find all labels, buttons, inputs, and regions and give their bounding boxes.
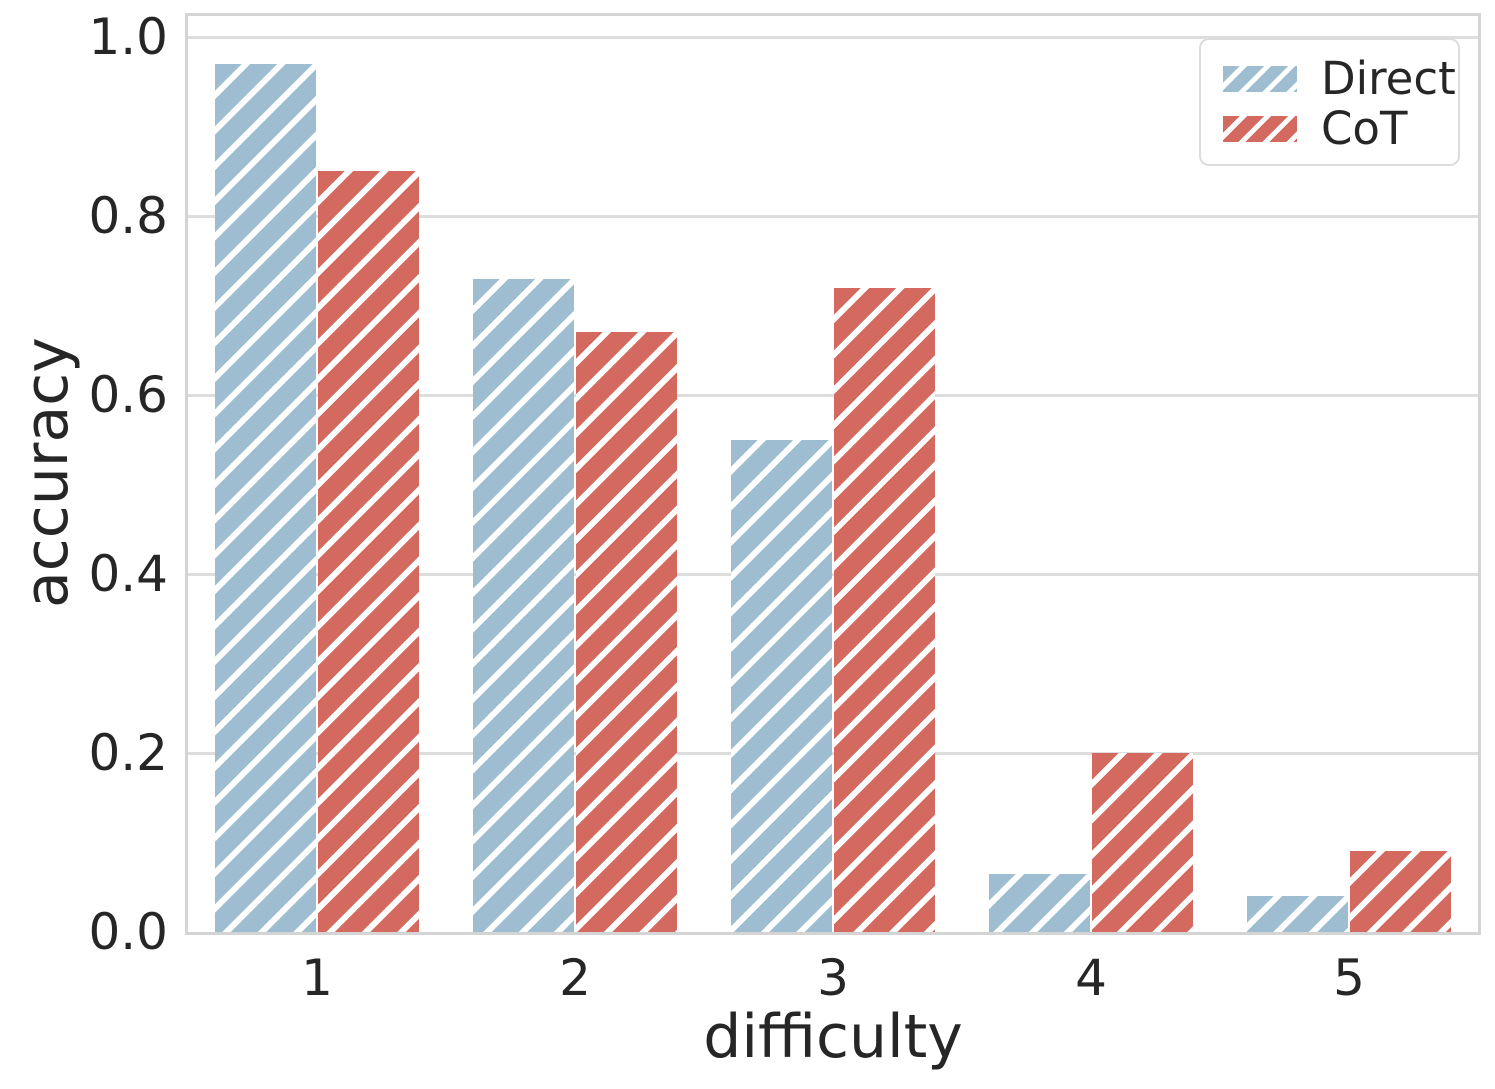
bar-cot-4 (1092, 753, 1193, 932)
bar-direct-2 (473, 279, 574, 932)
plot-area: Direct CoT (185, 13, 1481, 935)
y-tick-label: 0.8 (88, 187, 168, 245)
legend: Direct CoT (1199, 38, 1460, 166)
y-tick-label: 0.4 (88, 545, 168, 603)
bar-direct-5 (1247, 896, 1348, 932)
x-axis-label: difficulty (703, 1002, 963, 1072)
legend-label-cot: CoT (1321, 102, 1408, 155)
gridline (188, 35, 1478, 39)
x-tick-label: 2 (559, 949, 591, 1007)
y-tick-label: 0.0 (88, 903, 168, 961)
x-tick-label: 3 (817, 949, 849, 1007)
gridline (188, 393, 1478, 397)
y-tick-label: 1.0 (88, 8, 168, 66)
bar-cot-3 (834, 288, 935, 932)
y-tick-label: 0.6 (88, 366, 168, 424)
legend-swatch-direct-icon (1223, 66, 1297, 92)
x-tick-label: 4 (1075, 949, 1107, 1007)
legend-row-direct: Direct (1223, 54, 1458, 104)
gridline (188, 572, 1478, 576)
gridline (188, 751, 1478, 755)
gridline (188, 214, 1478, 218)
x-tick-label: 5 (1333, 949, 1365, 1007)
bar-cot-2 (576, 332, 677, 932)
bar-direct-1 (215, 64, 316, 932)
bar-direct-3 (731, 440, 832, 932)
bar-cot-1 (318, 171, 419, 932)
legend-row-cot: CoT (1223, 104, 1458, 154)
bar-cot-5 (1350, 851, 1451, 932)
x-tick-label: 1 (301, 949, 333, 1007)
legend-label-direct: Direct (1321, 52, 1456, 105)
bar-direct-4 (989, 874, 1090, 932)
y-tick-label: 0.2 (88, 724, 168, 782)
legend-swatch-cot-icon (1223, 116, 1297, 142)
